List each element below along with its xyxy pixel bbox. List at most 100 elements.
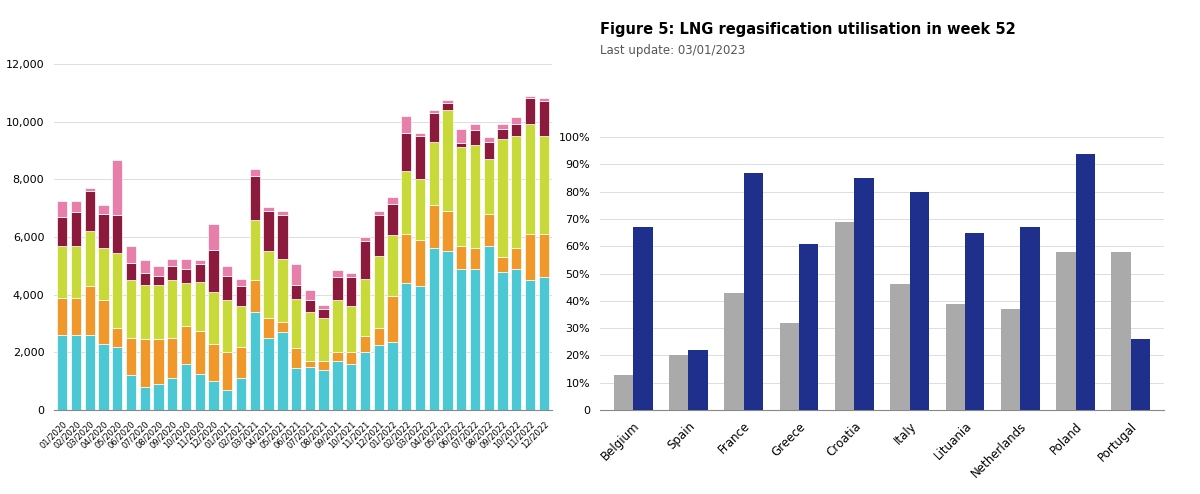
Bar bbox=[112, 161, 122, 215]
Bar bbox=[360, 241, 370, 279]
Bar bbox=[58, 335, 67, 410]
Bar bbox=[209, 381, 218, 410]
Bar bbox=[290, 299, 301, 348]
Bar bbox=[112, 347, 122, 410]
Bar bbox=[139, 285, 150, 339]
Bar bbox=[154, 339, 163, 384]
Bar bbox=[85, 188, 95, 191]
Bar bbox=[401, 283, 412, 410]
Text: Last update: 03/01/2023: Last update: 03/01/2023 bbox=[600, 44, 745, 57]
Bar bbox=[484, 159, 494, 214]
Bar bbox=[443, 103, 452, 110]
Bar bbox=[181, 364, 191, 410]
Bar bbox=[1130, 339, 1150, 410]
Bar bbox=[443, 251, 452, 410]
Bar bbox=[511, 248, 521, 269]
Bar bbox=[167, 258, 178, 266]
Bar bbox=[154, 266, 163, 276]
Bar bbox=[98, 344, 109, 410]
Bar bbox=[332, 277, 342, 300]
Bar bbox=[511, 136, 521, 248]
Bar bbox=[415, 286, 425, 410]
Bar bbox=[415, 133, 425, 136]
Bar bbox=[346, 306, 356, 352]
Bar bbox=[388, 197, 397, 204]
Bar bbox=[388, 342, 397, 410]
Bar bbox=[965, 233, 984, 410]
Bar bbox=[126, 338, 136, 375]
Bar bbox=[373, 215, 384, 256]
Bar bbox=[71, 335, 82, 410]
Bar bbox=[539, 277, 548, 410]
Bar bbox=[401, 116, 412, 133]
Bar bbox=[634, 227, 653, 410]
Bar bbox=[277, 322, 288, 332]
Bar bbox=[497, 257, 508, 272]
Bar bbox=[456, 129, 467, 143]
Bar bbox=[346, 364, 356, 410]
Bar bbox=[85, 231, 95, 286]
Bar bbox=[890, 285, 910, 410]
Bar bbox=[456, 143, 467, 148]
Bar bbox=[1020, 227, 1039, 410]
Bar bbox=[290, 348, 301, 368]
Bar bbox=[524, 98, 535, 124]
Bar bbox=[58, 201, 67, 217]
Bar bbox=[58, 297, 67, 335]
Bar bbox=[524, 95, 535, 98]
Bar bbox=[194, 260, 205, 264]
Bar bbox=[539, 136, 548, 234]
Bar bbox=[264, 211, 274, 251]
Bar bbox=[456, 246, 467, 269]
Bar bbox=[524, 234, 535, 280]
Bar bbox=[167, 280, 178, 338]
Bar bbox=[415, 179, 425, 240]
Bar bbox=[222, 266, 233, 276]
Bar bbox=[236, 306, 246, 347]
Bar bbox=[167, 378, 178, 410]
Bar bbox=[470, 248, 480, 269]
Bar bbox=[85, 335, 95, 410]
Bar bbox=[264, 251, 274, 318]
Bar bbox=[167, 338, 178, 378]
Bar bbox=[332, 270, 342, 277]
Bar bbox=[614, 374, 634, 410]
Bar bbox=[58, 217, 67, 246]
Bar bbox=[250, 176, 260, 220]
Bar bbox=[415, 240, 425, 286]
Bar bbox=[167, 266, 178, 280]
Bar bbox=[85, 286, 95, 335]
Bar bbox=[484, 214, 494, 246]
Bar bbox=[1075, 154, 1094, 410]
Bar bbox=[910, 192, 929, 410]
Bar bbox=[139, 260, 150, 273]
Bar bbox=[209, 344, 218, 381]
Bar bbox=[154, 276, 163, 285]
Bar bbox=[511, 124, 521, 136]
Bar bbox=[139, 273, 150, 285]
Bar bbox=[524, 280, 535, 410]
Bar bbox=[388, 204, 397, 236]
Bar bbox=[401, 133, 412, 170]
Bar bbox=[318, 309, 329, 318]
Bar bbox=[511, 269, 521, 410]
Bar bbox=[305, 361, 316, 367]
Bar bbox=[780, 323, 799, 410]
Bar bbox=[799, 244, 818, 410]
Bar bbox=[126, 375, 136, 410]
Bar bbox=[305, 300, 316, 312]
Bar bbox=[181, 269, 191, 283]
Bar bbox=[484, 246, 494, 410]
Bar bbox=[318, 305, 329, 309]
Bar bbox=[98, 205, 109, 214]
Bar bbox=[456, 148, 467, 246]
Bar bbox=[98, 300, 109, 344]
Bar bbox=[71, 201, 82, 212]
Bar bbox=[264, 338, 274, 410]
Bar bbox=[360, 237, 370, 241]
Bar bbox=[484, 142, 494, 159]
Bar bbox=[539, 234, 548, 277]
Bar bbox=[139, 387, 150, 410]
Bar bbox=[373, 328, 384, 345]
Bar bbox=[236, 378, 246, 410]
